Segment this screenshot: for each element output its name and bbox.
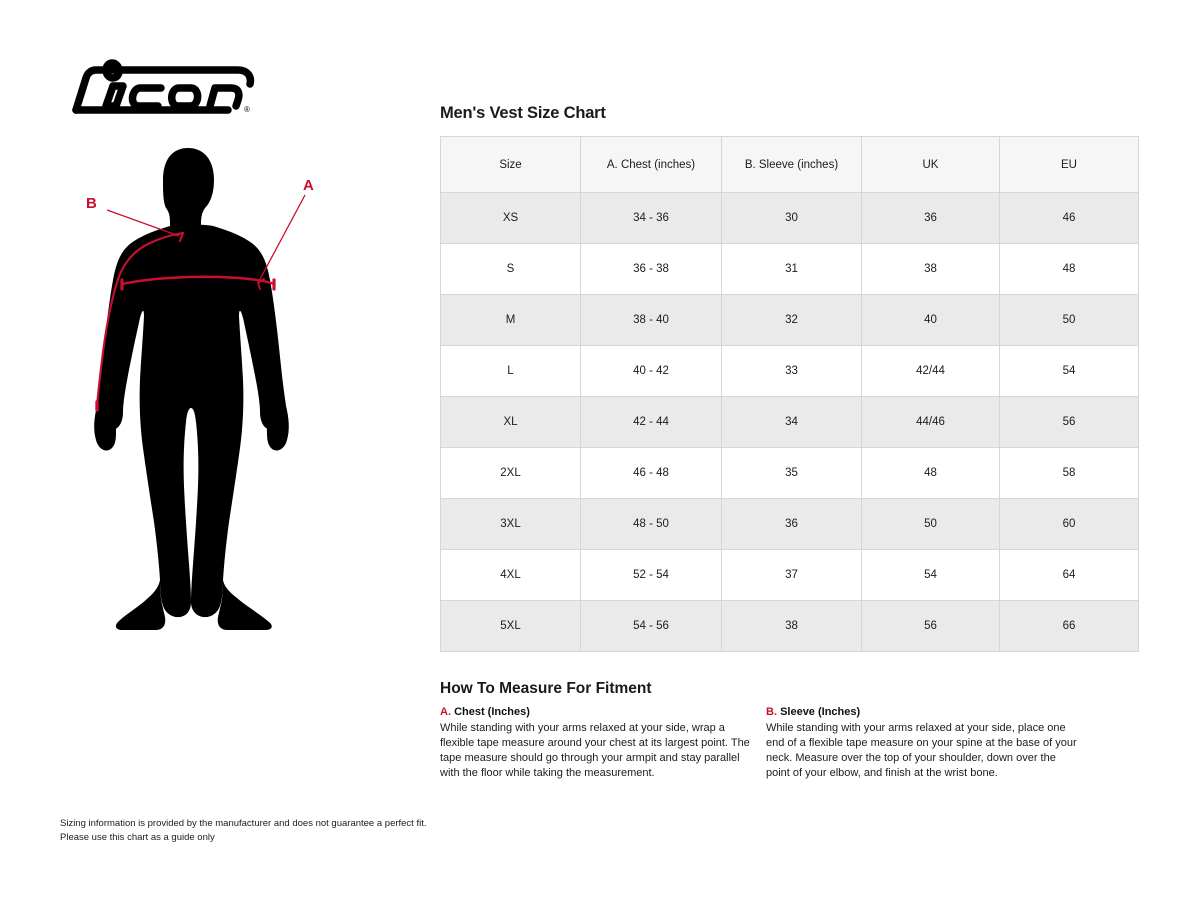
- icon-wordmark-icon: ®: [72, 59, 255, 114]
- howto-measure-heading: How To Measure For Fitment: [440, 680, 652, 697]
- table-row: S 36 - 38 31 38 48: [440, 243, 1139, 296]
- cell-size: 4XL: [440, 549, 581, 602]
- table-row: XS 34 - 36 30 36 46: [440, 192, 1139, 245]
- cell-size: S: [440, 243, 581, 296]
- size-chart-panel: Men's Vest Size Chart Size A. Chest (inc…: [440, 104, 1140, 653]
- column-header-sleeve: B. Sleeve (inches): [721, 136, 862, 194]
- cell-sleeve: 32: [721, 294, 862, 347]
- cell-size: M: [440, 294, 581, 347]
- cell-size: 3XL: [440, 498, 581, 551]
- table-header-row: Size A. Chest (inches) B. Sleeve (inches…: [440, 136, 1139, 194]
- cell-uk: 38: [861, 243, 1000, 296]
- cell-eu: 56: [999, 396, 1139, 449]
- howto-section-sleeve: B. Sleeve (Inches) While standing with y…: [766, 706, 1078, 781]
- cell-eu: 50: [999, 294, 1139, 347]
- marker-a: A.: [440, 706, 451, 718]
- registered-trademark-symbol: ®: [244, 105, 250, 114]
- table-body: XS 34 - 36 30 36 46 S 36 - 38 31 38 48 M 38 - 40 3…: [440, 192, 1139, 653]
- cell-chest: 40 - 42: [580, 345, 722, 398]
- cell-eu: 60: [999, 498, 1139, 551]
- cell-chest: 54 - 56: [580, 600, 722, 653]
- cell-chest: 46 - 48: [580, 447, 722, 500]
- column-header-eu: EU: [999, 136, 1139, 194]
- brand-logo: ®: [60, 48, 255, 118]
- body-silhouette-svg: B A: [86, 148, 314, 630]
- cell-eu: 54: [999, 345, 1139, 398]
- cell-size: 5XL: [440, 600, 581, 653]
- howto-chest-body: While standing with your arms relaxed at…: [440, 721, 750, 779]
- cell-eu: 66: [999, 600, 1139, 653]
- cell-size: 2XL: [440, 447, 581, 500]
- table-row: 4XL 52 - 54 37 54 64: [440, 549, 1139, 602]
- disclaimer-line-1: Sizing information is provided by the ma…: [60, 818, 427, 829]
- cell-sleeve: 36: [721, 498, 862, 551]
- cell-uk: 50: [861, 498, 1000, 551]
- cell-sleeve: 35: [721, 447, 862, 500]
- cell-chest: 42 - 44: [580, 396, 722, 449]
- table-row: XL 42 - 44 34 44/46 56: [440, 396, 1139, 449]
- disclaimer-line-2: Please use this chart as a guide only: [60, 831, 215, 843]
- cell-uk: 42/44: [861, 345, 1000, 398]
- cell-sleeve: 31: [721, 243, 862, 296]
- cell-chest: 38 - 40: [580, 294, 722, 347]
- cell-sleeve: 33: [721, 345, 862, 398]
- sleeve-measure-line: B: [86, 195, 185, 412]
- cell-uk: 54: [861, 549, 1000, 602]
- cell-size: L: [440, 345, 581, 398]
- table-row: M 38 - 40 32 40 50: [440, 294, 1139, 347]
- column-header-size: Size: [440, 136, 581, 194]
- page-title: Men's Vest Size Chart: [440, 104, 606, 122]
- table-row: 5XL 54 - 56 38 56 66: [440, 600, 1139, 653]
- male-silhouette-icon: [94, 148, 289, 630]
- cell-chest: 52 - 54: [580, 549, 722, 602]
- callout-label-a: A: [303, 177, 314, 194]
- measurement-figure: B A: [60, 140, 400, 640]
- column-header-chest: A. Chest (inches): [580, 136, 722, 194]
- cell-size: XL: [440, 396, 581, 449]
- cell-uk: 40: [861, 294, 1000, 347]
- callout-label-b: B: [86, 195, 97, 212]
- column-header-uk: UK: [861, 136, 1000, 194]
- cell-uk: 48: [861, 447, 1000, 500]
- table-row: 3XL 48 - 50 36 50 60: [440, 498, 1139, 551]
- disclaimer: Sizing information is provided by the ma…: [60, 817, 480, 845]
- cell-sleeve: 38: [721, 600, 862, 653]
- cell-sleeve: 30: [721, 192, 862, 245]
- howto-chest-title: A. Chest (Inches): [440, 706, 750, 720]
- cell-eu: 58: [999, 447, 1139, 500]
- chest-measure-line: A: [120, 177, 314, 291]
- cell-chest: 48 - 50: [580, 498, 722, 551]
- table-row: L 40 - 42 33 42/44 54: [440, 345, 1139, 398]
- cell-sleeve: 34: [721, 396, 862, 449]
- cell-chest: 34 - 36: [580, 192, 722, 245]
- howto-chest-title-text: Chest (Inches): [454, 706, 530, 718]
- size-chart-table: Size A. Chest (inches) B. Sleeve (inches…: [440, 136, 1139, 653]
- marker-b: B.: [766, 706, 777, 718]
- howto-sleeve-title: B. Sleeve (Inches): [766, 706, 1078, 720]
- cell-eu: 48: [999, 243, 1139, 296]
- cell-eu: 64: [999, 549, 1139, 602]
- table-row: 2XL 46 - 48 35 48 58: [440, 447, 1139, 500]
- cell-uk: 36: [861, 192, 1000, 245]
- table-header: Size A. Chest (inches) B. Sleeve (inches…: [440, 136, 1139, 194]
- cell-uk: 44/46: [861, 396, 1000, 449]
- cell-eu: 46: [999, 192, 1139, 245]
- cell-sleeve: 37: [721, 549, 862, 602]
- howto-sleeve-title-text: Sleeve (Inches): [780, 706, 861, 718]
- howto-section-chest: A. Chest (Inches) While standing with yo…: [440, 706, 750, 781]
- cell-chest: 36 - 38: [580, 243, 722, 296]
- howto-sleeve-body: While standing with your arms relaxed at…: [766, 721, 1077, 779]
- cell-size: XS: [440, 192, 581, 245]
- cell-uk: 56: [861, 600, 1000, 653]
